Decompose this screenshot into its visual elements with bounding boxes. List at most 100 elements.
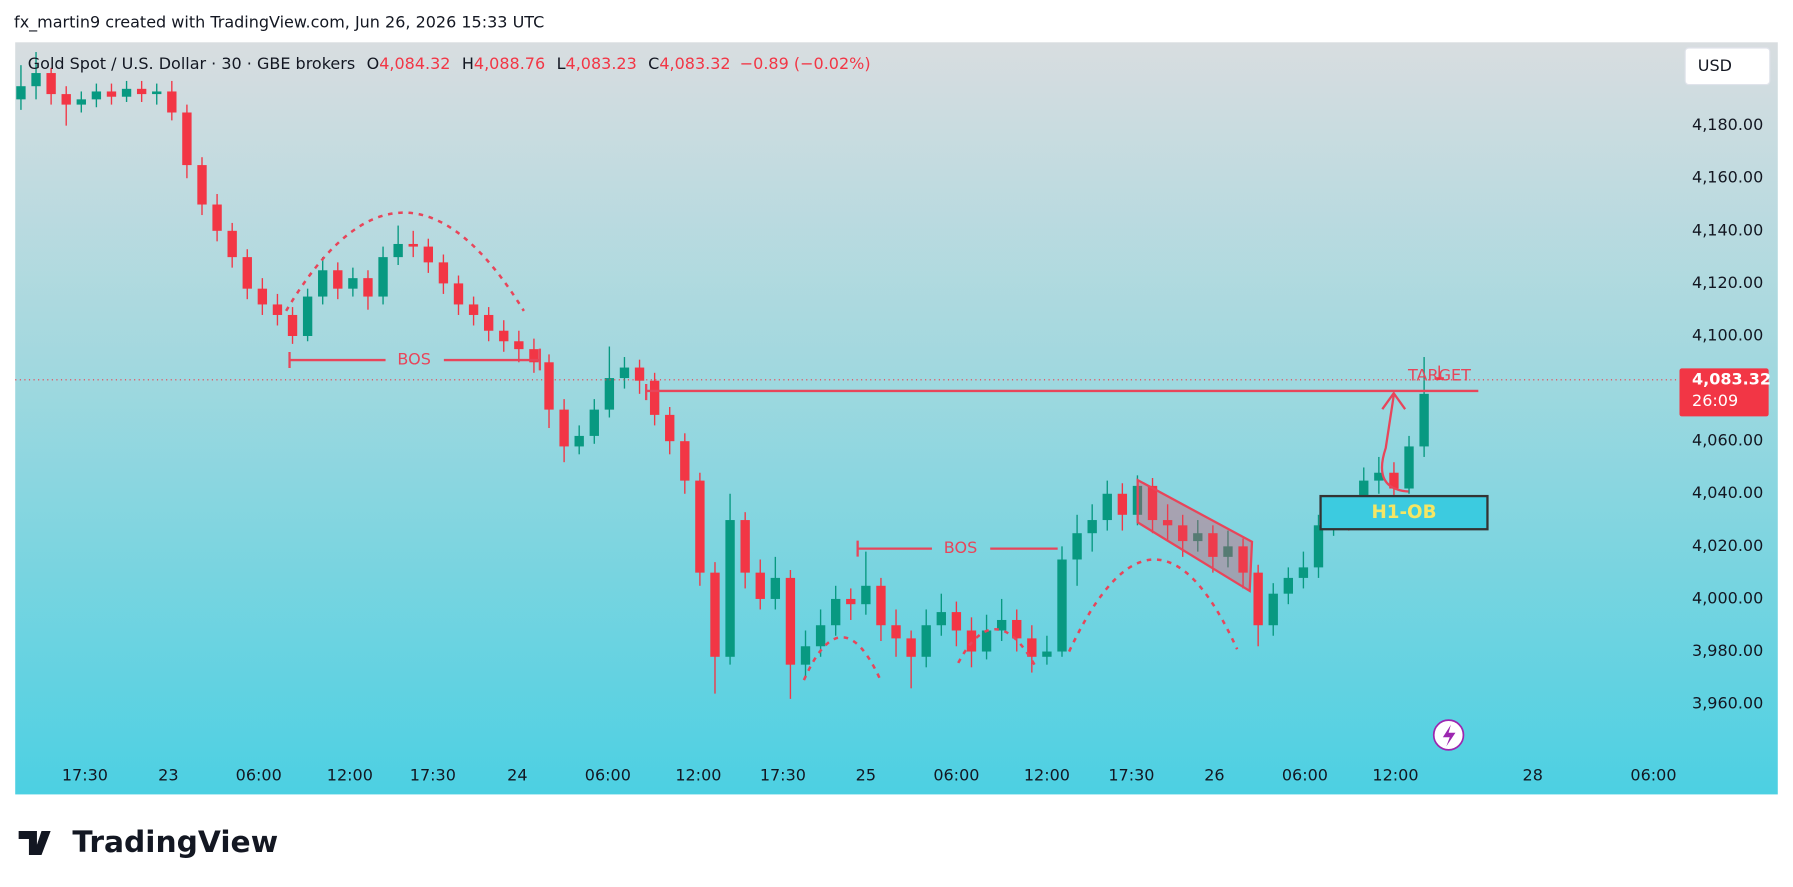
candle-body xyxy=(529,349,539,363)
candle-body xyxy=(906,638,916,657)
x-tick-label: 06:00 xyxy=(933,766,979,785)
candle-body xyxy=(483,314,494,331)
bos-line xyxy=(856,540,1058,557)
candle-body xyxy=(755,572,765,599)
candle-body xyxy=(1238,546,1248,573)
order-block xyxy=(1319,494,1489,531)
candle-body xyxy=(1389,472,1399,489)
last-price-box xyxy=(1679,368,1769,417)
candle-body xyxy=(1147,485,1158,521)
candle-body xyxy=(1283,577,1293,594)
quote-value: 4,088.76 xyxy=(474,54,545,73)
candle-body xyxy=(1087,520,1097,534)
arc xyxy=(285,211,525,312)
candle-body xyxy=(876,585,886,626)
candle-body xyxy=(665,414,675,442)
candle-body xyxy=(800,646,811,665)
candle-body xyxy=(544,362,554,410)
currency: USD xyxy=(1698,56,1732,75)
y-tick-label: 4,140.00 xyxy=(1692,220,1763,239)
candle-body xyxy=(76,99,86,105)
candle-body xyxy=(453,283,464,305)
candle-body xyxy=(1313,525,1324,568)
x-tick-label: 06:00 xyxy=(236,766,282,785)
x-tick-label: 17:30 xyxy=(1108,766,1154,785)
x-tick-label: 23 xyxy=(158,766,178,785)
candle-body xyxy=(981,630,992,652)
candle-body xyxy=(1374,472,1384,481)
candle-body xyxy=(167,91,177,113)
x-tick-label: 17:30 xyxy=(410,766,456,785)
candle-body xyxy=(91,91,102,100)
candle-body xyxy=(559,409,569,447)
candle-body xyxy=(212,204,222,231)
candle-body xyxy=(1253,572,1263,626)
quote-value: 4,083.32 xyxy=(659,54,730,73)
x-tick-label: 12:00 xyxy=(1372,766,1418,785)
y-tick-label: 4,180.00 xyxy=(1692,115,1763,134)
countdown: 26:09 xyxy=(1692,391,1738,410)
candle-body xyxy=(1434,377,1444,380)
arc xyxy=(957,627,1036,666)
x-tick-label: 12:00 xyxy=(675,766,721,785)
candle-body xyxy=(31,73,41,87)
bos-label: BOS xyxy=(397,350,430,369)
candle-body xyxy=(1208,533,1218,557)
quote-label: O xyxy=(367,54,380,73)
candle-body xyxy=(1102,493,1112,521)
candle-body xyxy=(996,619,1007,631)
arrow xyxy=(1380,391,1409,493)
change: −0.89 (−0.02%) xyxy=(740,54,871,73)
x-tick-label: 28 xyxy=(1523,766,1543,785)
candle-body xyxy=(348,278,358,289)
candle-body xyxy=(1027,638,1037,657)
candle-body xyxy=(257,288,268,305)
logo: TradingView xyxy=(18,825,278,860)
candle-body xyxy=(710,572,720,657)
bos-line xyxy=(288,348,542,371)
candle-body xyxy=(468,304,479,315)
attribution: fx_martin9 created with TradingView.com,… xyxy=(14,12,544,32)
drawings: BOS TARGET BOS H1-OB xyxy=(285,211,1489,751)
quote-label: C xyxy=(648,54,659,73)
candle-body xyxy=(423,246,433,263)
currency-button[interactable] xyxy=(1684,47,1771,86)
candle-body xyxy=(1042,651,1052,657)
candle-body xyxy=(363,278,373,297)
legend-title: Gold Spot / U.S. Dollar · 30 · GBE broke… xyxy=(28,54,355,73)
target-label: TARGET xyxy=(1407,366,1471,385)
y-tick-label: 4,060.00 xyxy=(1692,431,1763,450)
candle-body xyxy=(831,598,841,626)
x-tick-label: 06:00 xyxy=(1630,766,1676,785)
candle-body xyxy=(61,94,71,105)
alert-bolt xyxy=(1442,724,1456,747)
candle-body xyxy=(815,625,826,647)
candle-body xyxy=(770,577,781,599)
candle-body xyxy=(574,435,584,447)
candle-body xyxy=(1223,546,1233,557)
quote-label: H xyxy=(462,54,474,73)
candle-body xyxy=(966,630,977,652)
x-tick-label: 12:00 xyxy=(327,766,373,785)
candle-body xyxy=(1057,559,1067,652)
candle-body xyxy=(438,262,449,284)
x-tick-label: 24 xyxy=(507,766,527,785)
candle-body xyxy=(589,409,599,436)
candle-body xyxy=(46,73,56,95)
candle-body xyxy=(152,91,162,95)
candle-body xyxy=(936,612,946,626)
candle-body xyxy=(227,230,237,258)
candle-body xyxy=(785,577,796,665)
y-tick-label: 3,980.00 xyxy=(1692,641,1763,660)
logo-mark xyxy=(18,830,51,855)
candle-body xyxy=(242,257,252,289)
candle-body xyxy=(921,625,931,657)
candle-body xyxy=(1072,533,1082,560)
y-tick-label: 4,000.00 xyxy=(1692,588,1763,607)
candle-body xyxy=(1193,533,1203,542)
candle-body xyxy=(106,91,117,97)
candle-body xyxy=(514,341,524,350)
candle-body xyxy=(302,296,313,336)
